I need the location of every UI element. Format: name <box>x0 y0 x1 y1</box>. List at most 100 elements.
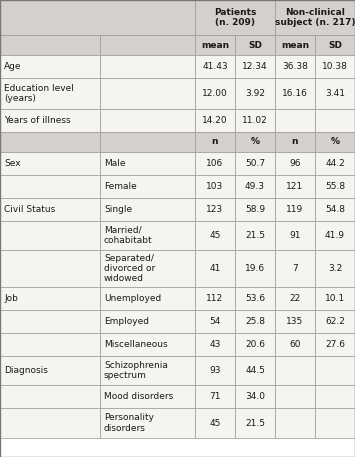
Bar <box>275 385 315 408</box>
Bar <box>235 198 275 221</box>
Text: 55.8: 55.8 <box>325 182 345 191</box>
Text: 21.5: 21.5 <box>245 419 265 427</box>
Bar <box>0 55 100 78</box>
Text: 19.6: 19.6 <box>245 264 265 273</box>
Bar <box>315 109 355 132</box>
Bar <box>0 109 100 132</box>
Text: 45: 45 <box>209 231 221 240</box>
Bar <box>0 408 100 438</box>
Bar <box>275 152 315 175</box>
Text: 36.38: 36.38 <box>282 62 308 71</box>
Bar <box>0 356 100 385</box>
Text: n: n <box>292 138 298 147</box>
Bar <box>0 0 195 35</box>
Text: 60: 60 <box>289 340 301 349</box>
Bar <box>0 250 100 287</box>
Bar <box>275 109 315 132</box>
Bar <box>100 55 195 78</box>
Text: mean: mean <box>281 41 309 49</box>
Text: Employed: Employed <box>104 317 149 326</box>
Bar <box>315 310 355 333</box>
Text: Married/
cohabitabt: Married/ cohabitabt <box>104 226 153 245</box>
Text: Sex: Sex <box>4 159 21 168</box>
Text: SD: SD <box>248 41 262 49</box>
Text: 7: 7 <box>292 264 298 273</box>
Bar <box>235 250 275 287</box>
Bar <box>195 35 235 55</box>
Bar <box>235 55 275 78</box>
Text: Years of illness: Years of illness <box>4 116 71 125</box>
Text: SD: SD <box>328 41 342 49</box>
Text: 45: 45 <box>209 419 221 427</box>
Bar <box>195 333 235 356</box>
Bar <box>315 287 355 310</box>
Text: 44.5: 44.5 <box>245 366 265 375</box>
Text: 58.9: 58.9 <box>245 205 265 214</box>
Bar <box>0 152 100 175</box>
Bar <box>315 132 355 152</box>
Text: 121: 121 <box>286 182 304 191</box>
Text: Female: Female <box>104 182 137 191</box>
Text: 41.9: 41.9 <box>325 231 345 240</box>
Bar <box>315 221 355 250</box>
Bar <box>195 198 235 221</box>
Bar <box>100 35 195 55</box>
Bar <box>100 356 195 385</box>
Text: 119: 119 <box>286 205 304 214</box>
Text: 50.7: 50.7 <box>245 159 265 168</box>
Text: 135: 135 <box>286 317 304 326</box>
Bar <box>235 333 275 356</box>
Bar <box>195 385 235 408</box>
Bar <box>315 408 355 438</box>
Text: Separated/
divorced or
widowed: Separated/ divorced or widowed <box>104 254 155 283</box>
Bar <box>195 408 235 438</box>
Bar <box>235 132 275 152</box>
Bar <box>315 198 355 221</box>
Bar <box>0 221 100 250</box>
Bar <box>195 250 235 287</box>
Text: Non-clinical
subject (n. 217): Non-clinical subject (n. 217) <box>275 8 355 27</box>
Bar <box>195 109 235 132</box>
Text: Mood disorders: Mood disorders <box>104 392 173 401</box>
Bar <box>100 385 195 408</box>
Text: %: % <box>331 138 339 147</box>
Bar <box>195 152 235 175</box>
Bar <box>100 250 195 287</box>
Text: 91: 91 <box>289 231 301 240</box>
Bar <box>100 175 195 198</box>
Text: 10.38: 10.38 <box>322 62 348 71</box>
Text: 21.5: 21.5 <box>245 231 265 240</box>
Bar <box>235 385 275 408</box>
Bar <box>315 175 355 198</box>
Text: Age: Age <box>4 62 22 71</box>
Bar <box>275 310 315 333</box>
Bar <box>235 408 275 438</box>
Text: 14.20: 14.20 <box>202 116 228 125</box>
Bar <box>315 35 355 55</box>
Text: 71: 71 <box>209 392 221 401</box>
Bar <box>275 78 315 109</box>
Bar <box>100 221 195 250</box>
Bar <box>275 287 315 310</box>
Bar <box>100 132 195 152</box>
Text: 25.8: 25.8 <box>245 317 265 326</box>
Bar <box>315 356 355 385</box>
Bar <box>235 152 275 175</box>
Bar <box>0 132 100 152</box>
Text: 27.6: 27.6 <box>325 340 345 349</box>
Text: 12.34: 12.34 <box>242 62 268 71</box>
Text: Education level
(years): Education level (years) <box>4 84 74 103</box>
Text: Schizophrenia
spectrum: Schizophrenia spectrum <box>104 361 168 380</box>
Bar <box>275 0 355 35</box>
Text: Unemployed: Unemployed <box>104 294 161 303</box>
Bar <box>100 109 195 132</box>
Bar <box>100 310 195 333</box>
Bar <box>195 310 235 333</box>
Bar <box>275 198 315 221</box>
Text: 53.6: 53.6 <box>245 294 265 303</box>
Text: %: % <box>251 138 260 147</box>
Bar <box>235 175 275 198</box>
Bar <box>195 175 235 198</box>
Bar <box>100 78 195 109</box>
Text: 20.6: 20.6 <box>245 340 265 349</box>
